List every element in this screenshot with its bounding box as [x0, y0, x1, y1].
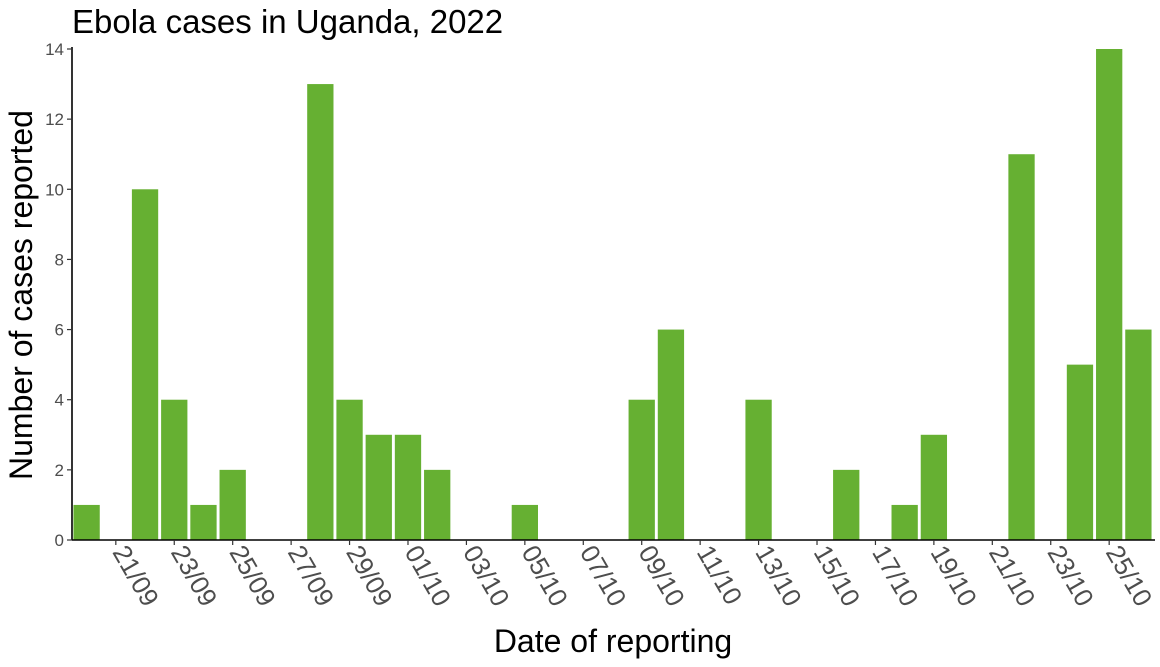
- x-axis-title: Date of reporting: [494, 623, 732, 659]
- y-tick-label: 10: [45, 180, 64, 199]
- x-tick-label: 19/10: [925, 540, 984, 611]
- bar-25/09: [219, 469, 246, 540]
- bar-22/09: [131, 189, 159, 541]
- x-tick-label: 23/09: [165, 540, 224, 611]
- y-axis: 0 2 4 6 8 10 12 14: [45, 40, 73, 550]
- x-tick-label: 03/10: [457, 540, 516, 611]
- x-tick-label: 09/10: [633, 540, 692, 611]
- y-tick-label: 12: [45, 110, 64, 129]
- chart-title: Ebola cases in Uganda, 2022: [72, 3, 503, 40]
- bar-24/09: [190, 504, 217, 540]
- bar-20/09: [73, 504, 100, 540]
- bar-26/10: [1125, 329, 1152, 540]
- x-tick-label: 11/10: [691, 540, 749, 610]
- x-tick-label: 07/10: [574, 540, 633, 611]
- bar-19/10: [920, 434, 948, 540]
- bar-22/10: [1008, 154, 1035, 540]
- y-tick-label: 4: [55, 391, 64, 410]
- y-axis-title: Number of cases reported: [3, 110, 39, 480]
- y-tick-label: 8: [55, 250, 64, 269]
- y-tick-label: 6: [55, 321, 64, 340]
- bars-group: [73, 49, 1152, 541]
- y-tick-label: 2: [55, 461, 64, 480]
- x-tick-label: 13/10: [749, 540, 808, 611]
- bar-01/10: [394, 434, 422, 540]
- bar-30/09: [365, 434, 392, 540]
- x-tick-label: 25/09: [223, 540, 282, 611]
- x-tick-label: 15/10: [808, 540, 867, 611]
- bar-29/09: [336, 399, 363, 540]
- x-axis: 21/09 23/09 25/09 27/09 29/09 01/10 03/10 05/10…: [72, 539, 1159, 611]
- bar-05/10: [511, 504, 538, 540]
- x-tick-label: 21/10: [983, 540, 1042, 611]
- bar-28/09: [307, 84, 334, 541]
- bar-23/09: [161, 399, 188, 540]
- bar-10/10: [657, 329, 685, 540]
- x-tick-label: 21/09: [107, 540, 166, 611]
- y-tick-label: 0: [55, 531, 64, 550]
- x-tick-label: 05/10: [516, 540, 575, 611]
- x-tick-label: 25/10: [1100, 540, 1159, 611]
- bar-16/10: [833, 469, 860, 540]
- x-tick-label: 29/09: [340, 540, 399, 611]
- x-tick-label: 01/10: [399, 540, 458, 611]
- x-tick-label: 23/10: [1042, 540, 1101, 611]
- bar-13/10: [745, 399, 772, 540]
- bar-02/10: [424, 469, 451, 540]
- y-tick-label: 14: [45, 40, 64, 59]
- bar-09/10: [628, 399, 655, 540]
- bar-25/10: [1096, 49, 1123, 540]
- x-tick-label: 27/09: [282, 540, 341, 611]
- x-tick-label: 17/10: [866, 540, 925, 611]
- bar-24/10: [1066, 364, 1094, 540]
- bar-18/10: [891, 504, 918, 540]
